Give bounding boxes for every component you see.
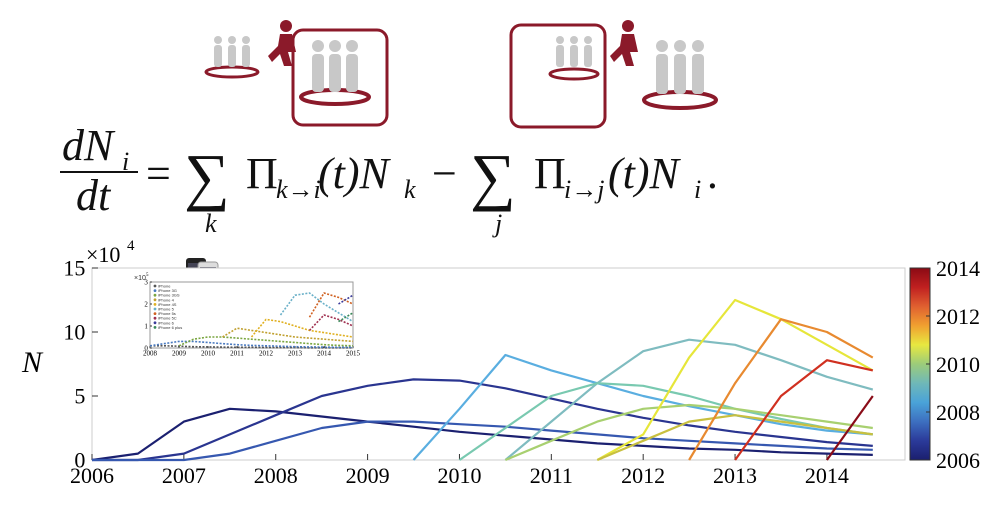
legend-label: iPhone 6 plus [158, 325, 182, 330]
y-tick-label: 5 [74, 384, 85, 409]
colorbar-tick-label: 2014 [936, 256, 980, 281]
x-tick-label: 2014 [317, 349, 332, 357]
eq-sum-index: k [205, 209, 217, 238]
illustration-right [509, 20, 718, 129]
x-tick-label: 2010 [437, 463, 481, 488]
y-axis-label: N [21, 346, 44, 379]
legend-label: iPhone [158, 284, 171, 289]
series-line [338, 312, 354, 323]
series-line [338, 294, 354, 305]
series-line [688, 318, 874, 461]
colorbar-tick-label: 2010 [936, 352, 980, 377]
x-tick-label: 2006 [70, 463, 114, 488]
series-line [596, 414, 873, 462]
series-line [826, 395, 874, 461]
series-line [308, 292, 354, 318]
eq-sub: i [694, 175, 701, 204]
legend-label: iPhone 4 [158, 297, 175, 302]
legend-label: iPhone 5C [158, 316, 177, 321]
legend-marker [153, 293, 157, 297]
x-tick-label: 2010 [201, 349, 216, 357]
series-line [149, 340, 353, 349]
y-multiplier-exp: 4 [127, 238, 135, 254]
legend-marker [153, 316, 157, 320]
y-tick-label: 3 [144, 278, 148, 286]
eq-denominator: dt [76, 171, 112, 220]
eq-numerator: dN [62, 121, 116, 170]
x-tick-label: 2012 [621, 463, 665, 488]
series-line [504, 403, 873, 462]
eq-sub: i [122, 147, 129, 176]
y-tick-label: 0 [144, 344, 148, 352]
eq-term: (t)N [608, 149, 682, 198]
colorbar-tick-label: 2012 [936, 304, 980, 329]
y-multiplier: ×10 [86, 242, 120, 267]
legend-label: iPhone 3GS [158, 293, 180, 298]
x-tick-label: 2008 [254, 463, 298, 488]
eq-sum: ∑ [184, 141, 230, 212]
eq-sum: ∑ [470, 141, 516, 212]
x-tick-label: 2009 [346, 463, 390, 488]
legend-marker [153, 303, 157, 306]
eq-minus: − [432, 149, 457, 198]
legend-label: iPhone 4S [158, 302, 177, 307]
plot-frame [149, 281, 354, 349]
legend-label: iPhone 5s [158, 311, 176, 316]
series-line [596, 298, 874, 461]
legend-marker [153, 326, 157, 329]
eq-sub: i→j [564, 175, 604, 204]
eq-term: Π [534, 149, 566, 198]
inset-multiplier: ×10 [134, 275, 146, 282]
illustration-left [204, 20, 389, 127]
y-tick-label: 10 [63, 320, 85, 345]
eq-term: Π [246, 149, 278, 198]
eq-term: (t)N [318, 149, 392, 198]
x-tick-label: 2015 [346, 349, 361, 357]
series-line [250, 318, 354, 338]
series-line [92, 378, 873, 462]
legend-label: iPhone 3G [158, 288, 177, 293]
legend-label: iPhone 5 [158, 307, 175, 312]
x-tick-label: 2012 [259, 349, 274, 357]
eq-equals: = [146, 149, 171, 198]
x-tick-label: 2014 [805, 463, 849, 488]
series-line [279, 292, 354, 323]
colorbar-tick-label: 2006 [936, 448, 980, 473]
series-line [92, 420, 873, 462]
series-line [412, 353, 873, 461]
series-line [222, 327, 354, 343]
x-tick-label: 2013 [288, 349, 303, 357]
series-line [458, 382, 873, 461]
equation: dN i dt = ∑ k Π k→i (t)N k − ∑ j Π i→j (… [60, 121, 719, 238]
y-tick-label: 1 [144, 322, 148, 330]
legend-label: iPhone 6 [158, 320, 175, 325]
colorbar-tick-label: 2008 [936, 400, 980, 425]
x-tick-label: 2007 [162, 463, 206, 488]
x-tick-label: 2009 [172, 349, 187, 357]
eq-end: . [708, 149, 719, 198]
x-tick-label: 2011 [530, 463, 573, 488]
y-tick-label: 15 [63, 256, 85, 281]
eq-sub: k→i [276, 175, 321, 204]
y-tick-label: 0 [74, 448, 85, 473]
legend-marker [153, 321, 157, 325]
inset-multiplier-exp: 5 [146, 273, 149, 278]
y-tick-label: 2 [144, 300, 148, 308]
x-tick-label: 2011 [230, 349, 244, 357]
legend-marker [153, 312, 157, 315]
series-line [178, 336, 354, 347]
eq-sum-index: j [492, 209, 502, 238]
x-tick-label: 2008 [143, 349, 158, 357]
legend-marker [153, 289, 157, 292]
x-tick-label: 2013 [713, 463, 757, 488]
legend-marker [153, 284, 157, 288]
legend-marker [153, 307, 157, 311]
legend-marker [153, 298, 157, 302]
series-line [734, 359, 874, 461]
eq-sub: k [404, 175, 416, 204]
series-line [308, 314, 354, 331]
